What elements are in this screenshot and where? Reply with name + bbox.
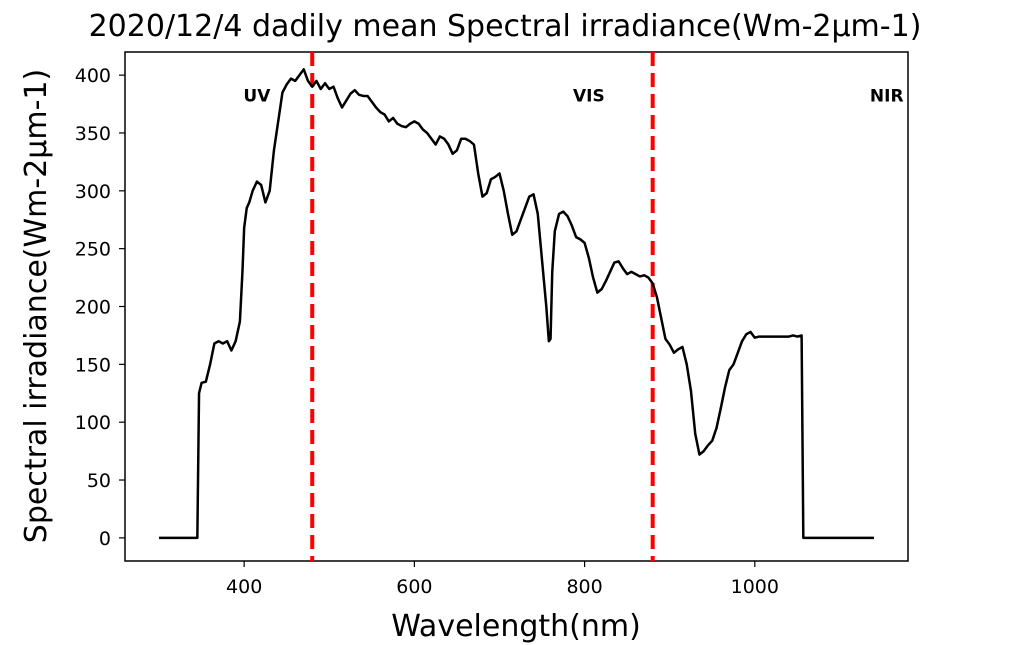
y-axis: 0 50 100 150 200 250 300 350 400 [75,65,125,550]
x-tick-label: 400 [226,576,262,598]
region-divider-lines [310,52,655,561]
y-tick-label: 400 [75,65,111,87]
region-labels: UV VIS NIR [243,86,903,106]
y-tick-label: 200 [75,297,111,319]
x-axis-label: Wavelength(nm) [391,609,641,644]
x-tick-label: 600 [396,576,432,598]
y-tick-label: 300 [75,181,111,203]
y-axis-label: Spectral irradiance(Wm-2µm-1) [19,69,54,543]
y-tick-label: 0 [99,528,111,550]
y-tick-label: 350 [75,123,111,145]
y-tick-label: 250 [75,239,111,261]
x-tick-label: 800 [566,576,602,598]
plot-area-frame [124,51,909,562]
spectral-irradiance-line [159,68,874,540]
region-label-nir: NIR [870,86,904,106]
y-tick-label: 50 [87,470,111,492]
y-tick-label: 100 [75,412,111,434]
x-axis: 400 600 800 1000 [226,561,779,598]
region-label-vis: VIS [573,86,605,106]
region-label-uv: UV [243,86,271,106]
y-tick-label: 150 [75,354,111,376]
x-tick-label: 1000 [731,576,779,598]
chart-title: 2020/12/4 dadily mean Spectral irradianc… [89,9,922,44]
